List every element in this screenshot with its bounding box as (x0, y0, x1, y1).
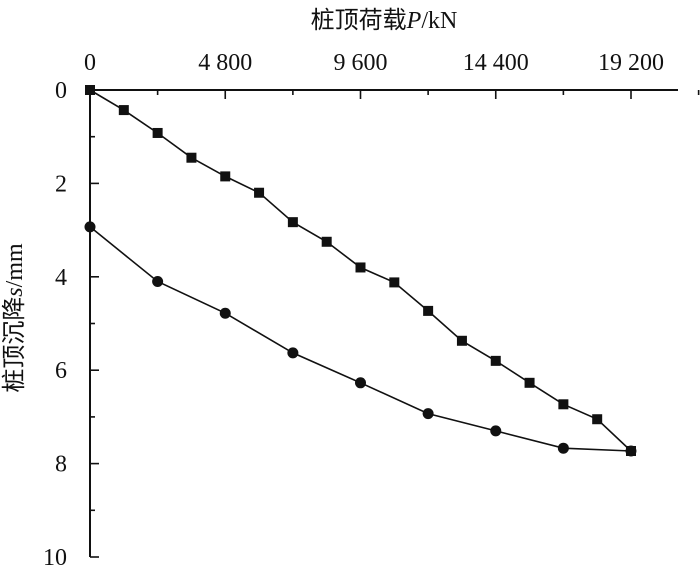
data-point-square (355, 262, 366, 273)
y-tick-label: 4 (55, 265, 67, 291)
x-axis-title-unit: /kN (421, 8, 457, 34)
x-ticks: 0 4 800 9 600 14 400 19 200 (84, 50, 700, 99)
data-point-circle (84, 221, 96, 233)
data-point-circle (287, 347, 299, 359)
y-axis-title: 桩顶沉降s/mm (0, 243, 28, 393)
y-axis-title-main: 桩顶沉降 (0, 297, 28, 393)
y-tick-label: 0 (55, 78, 67, 104)
data-point-circle (490, 425, 502, 437)
y-axis-title-unit: /mm (2, 243, 28, 287)
data-point-square (456, 335, 467, 346)
data-point-square (558, 399, 569, 410)
y-tick-label: 2 (55, 171, 67, 197)
data-point-circle (625, 445, 637, 457)
y-tick-label: 10 (43, 545, 67, 570)
data-point-square (592, 414, 603, 425)
data-point-square (321, 236, 332, 247)
data-point-square (118, 105, 129, 116)
x-axis-title-symbol: P (406, 8, 422, 34)
y-tick-label: 8 (55, 452, 67, 478)
data-point-square (423, 305, 434, 316)
data-point-square (254, 187, 265, 198)
x-axis-title-main: 桩顶荷载 (311, 6, 407, 34)
x-axis-title: 桩顶荷载P/kN (311, 6, 458, 34)
data-point-circle (152, 275, 164, 287)
data-point-circle (422, 408, 434, 420)
series-1-square (85, 85, 636, 456)
data-point-circle (355, 377, 366, 389)
data-point-square (389, 277, 400, 288)
x-tick-label: 14 400 (463, 50, 529, 76)
data-point-square (490, 355, 501, 366)
data-point-circle (219, 307, 231, 319)
data-point-square (287, 217, 298, 228)
x-tick-label: 0 (84, 50, 96, 76)
x-tick-label: 9 600 (334, 50, 388, 76)
x-tick-label: 19 200 (598, 50, 664, 76)
y-tick-label: 6 (55, 358, 67, 384)
axes (89, 89, 678, 557)
y-ticks: 0 2 4 6 8 10 (43, 78, 99, 570)
series-2-circle (84, 221, 637, 457)
series-line (89, 226, 632, 452)
series-layer (84, 85, 637, 457)
data-point-square (220, 171, 231, 182)
data-point-circle (557, 442, 569, 454)
data-point-square (186, 152, 197, 163)
data-point-square (524, 377, 535, 388)
data-point-square (152, 127, 163, 138)
data-point-square (85, 85, 95, 95)
y-axis-title-symbol: s (2, 287, 28, 296)
x-tick-label: 4 800 (198, 50, 252, 76)
